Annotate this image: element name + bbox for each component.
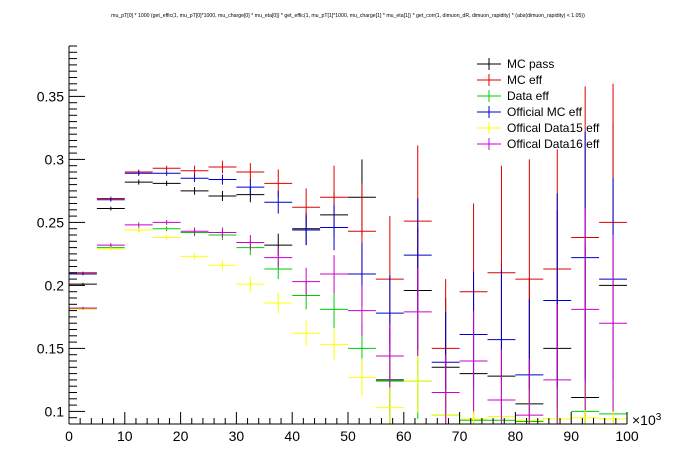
series-1-point-6 xyxy=(208,190,237,201)
series-5-point-7 xyxy=(236,276,265,292)
x-tick-label: 20 xyxy=(173,428,189,444)
x-tick-label: 30 xyxy=(229,428,245,444)
x-tick-label: 0 xyxy=(65,428,73,444)
x-tick-label: 50 xyxy=(340,428,356,444)
series-5-point-4 xyxy=(152,235,181,241)
legend-entry-1: MC pass xyxy=(477,57,554,71)
series-4-point-10 xyxy=(320,204,348,251)
x-tick-label: 40 xyxy=(284,428,300,444)
series-5-point-10 xyxy=(320,329,348,360)
series-6-point-20 xyxy=(599,235,627,412)
series-5-point-6 xyxy=(208,260,237,271)
series-3 xyxy=(69,226,627,424)
series-5-point-11 xyxy=(348,358,376,397)
series-3-point-4 xyxy=(152,226,181,232)
series-6-point-16 xyxy=(487,349,516,424)
x-tick-label: 60 xyxy=(396,428,412,444)
series-6-point-13 xyxy=(403,267,432,356)
series-5-point-9 xyxy=(292,320,321,346)
legend: MC pass MC eff Data eff Official MC eff Offi… xyxy=(477,57,600,151)
series-2-point-5 xyxy=(180,165,209,176)
series-4-point-2 xyxy=(96,197,125,202)
series-4-point-3 xyxy=(124,170,153,176)
x-tick-label: 80 xyxy=(508,428,524,444)
series-5-point-2 xyxy=(96,246,125,251)
series-6-point-7 xyxy=(236,235,265,251)
series-6 xyxy=(69,208,627,424)
axes-layer: 0 10 20 30 40 50 60 70 80 90 100 0.1 0.15 0.2 0.25 0.3 0… xyxy=(37,45,639,444)
series-6-point-18 xyxy=(543,304,572,424)
x-tick-label: 70 xyxy=(452,428,468,444)
series-5-point-12 xyxy=(375,382,404,424)
series-5 xyxy=(69,227,627,424)
legend-label: Official MC eff xyxy=(507,105,583,119)
series-1-point-2 xyxy=(96,206,125,211)
x-tick-label: 90 xyxy=(563,428,579,444)
series-5-point-3 xyxy=(124,227,153,233)
legend-label: Offical Data15 eff xyxy=(507,121,600,135)
y-tick-label: 0.35 xyxy=(37,88,64,104)
series-6-point-15 xyxy=(459,310,488,412)
series-6-point-11 xyxy=(348,285,376,336)
y-tick-label: 0.1 xyxy=(45,403,65,419)
series-4-point-5 xyxy=(180,174,209,183)
series-6-point-3 xyxy=(124,222,153,228)
series-2-point-7 xyxy=(236,163,265,181)
y-tick-label: 0.2 xyxy=(45,277,65,293)
x-axis-exponent-base: ×10 xyxy=(632,412,656,428)
series-6-point-6 xyxy=(208,227,237,238)
y-tick-label: 0.25 xyxy=(37,214,64,230)
series-6-point-17 xyxy=(515,358,544,424)
series-4-point-4 xyxy=(152,170,181,176)
series-6-point-8 xyxy=(264,247,293,268)
legend-label: MC pass xyxy=(507,57,554,71)
x-axis-exponent: ×103 xyxy=(632,412,662,428)
y-tick-label: 0.15 xyxy=(37,340,64,356)
legend-label: Offical Data16 eff xyxy=(507,137,600,151)
series-6-point-4 xyxy=(152,219,181,225)
series-6-point-19 xyxy=(571,208,600,411)
series-4-point-1 xyxy=(69,272,97,276)
series-1-point-3 xyxy=(124,179,153,185)
series-3-point-10 xyxy=(320,290,348,329)
series-4-point-9 xyxy=(292,214,321,246)
series-2-point-4 xyxy=(152,165,181,171)
series-6-point-14 xyxy=(431,354,460,424)
series-1-point-5 xyxy=(180,187,209,195)
legend-entry-3: Data eff xyxy=(477,89,549,103)
series-5-point-5 xyxy=(180,252,209,261)
series-4-point-8 xyxy=(264,190,293,214)
x-tick-label: 10 xyxy=(117,428,133,444)
series-6-point-2 xyxy=(96,243,125,247)
series-6-point-12 xyxy=(375,324,404,388)
y-tick-label: 0.3 xyxy=(45,151,65,167)
x-tick-label: 100 xyxy=(615,428,639,444)
series-6-point-1 xyxy=(69,306,97,310)
series-6-point-9 xyxy=(292,267,321,296)
legend-label: MC eff xyxy=(507,73,543,87)
series-1 xyxy=(69,121,627,424)
legend-label: Data eff xyxy=(507,89,549,103)
series-4-point-6 xyxy=(208,174,237,185)
series-1-point-4 xyxy=(152,180,181,186)
legend-entry-4: Official MC eff xyxy=(477,105,583,119)
legend-entry-6: Offical Data16 eff xyxy=(477,137,600,151)
series-2-point-6 xyxy=(208,160,237,174)
series-5-point-13 xyxy=(403,349,432,413)
legend-entry-2: MC eff xyxy=(477,73,543,87)
series-layer xyxy=(69,83,627,424)
series-6-point-5 xyxy=(180,227,209,235)
x-axis-exponent-power: 3 xyxy=(656,412,662,423)
series-5-point-8 xyxy=(264,292,293,314)
chart-title: mu_pT[0] * 1000 (get_effic(1, mu_pT[0]*1… xyxy=(111,13,585,19)
legend-entry-5: Offical Data15 eff xyxy=(477,121,600,135)
series-6-point-10 xyxy=(320,255,348,293)
series-4-point-7 xyxy=(236,179,265,195)
